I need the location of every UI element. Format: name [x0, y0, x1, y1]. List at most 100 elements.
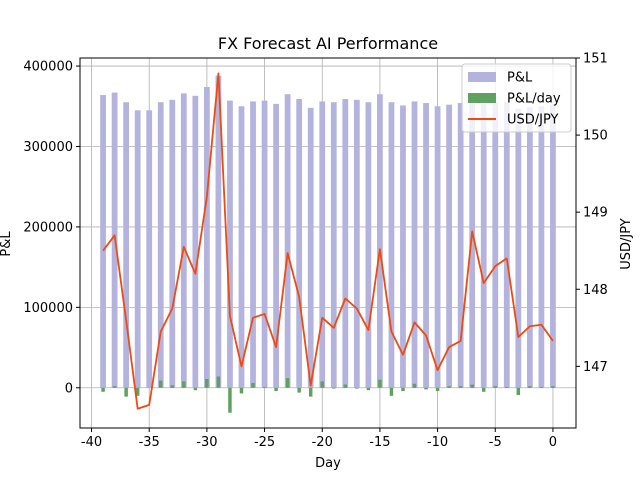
- legend: P&L P&L/day USD/JPY: [461, 63, 572, 133]
- chart-title: FX Forecast AI Performance: [218, 34, 438, 53]
- line-layer: [102, 72, 554, 410]
- pnl-bar: [480, 103, 487, 388]
- pnl-day-bar: [412, 383, 417, 388]
- pnl-bar: [492, 102, 499, 388]
- pnl-day-bar: [539, 386, 544, 388]
- pnl-bar: [550, 104, 556, 388]
- pnl-bar: [365, 102, 372, 388]
- pnl-day-bar: [193, 387, 198, 391]
- pnl-day-bar: [481, 387, 486, 392]
- pnl-bar: [100, 95, 106, 388]
- pnl-bar: [157, 102, 164, 388]
- pnl-day-bar: [228, 387, 232, 413]
- pnl-bar: [261, 100, 268, 388]
- x-tick-label: -5: [489, 435, 502, 450]
- x-tick-label: -15: [369, 435, 390, 450]
- legend-usdjpy-label: USD/JPY: [507, 113, 559, 128]
- y2-axis-label: USD/JPY: [619, 218, 634, 270]
- pnl-day-bar: [239, 387, 244, 394]
- legend-pnl-label: P&L: [507, 71, 533, 86]
- legend-pnl-day-swatch: [468, 93, 496, 103]
- y-tick-label: 200000: [23, 220, 73, 235]
- plot-frame: [79, 57, 577, 429]
- pnl-bar: [307, 107, 314, 388]
- pnl-day-bar: [447, 386, 451, 388]
- axes-layer: [79, 57, 577, 429]
- pnl-day-bar: [401, 387, 405, 391]
- pnl-day-bar: [308, 387, 313, 397]
- pnl-bar: [146, 110, 153, 388]
- pnl-day-bar: [366, 387, 371, 391]
- pnl-day-bar: [216, 376, 221, 388]
- pnl-day-bar: [505, 386, 509, 388]
- y-tick-label: 300000: [23, 140, 73, 155]
- pnl-bar: [123, 102, 130, 388]
- pnl-bar: [400, 105, 406, 388]
- pnl-day-bar: [435, 387, 440, 391]
- legend-pnl-swatch: [468, 72, 496, 82]
- pnl-day-bar: [251, 382, 255, 388]
- y2-tick-label: 150: [583, 129, 608, 144]
- pnl-day-bar: [378, 379, 382, 388]
- pnl-bar: [169, 99, 176, 388]
- y-tick-label: 100000: [23, 301, 73, 316]
- pnl-day-bar: [389, 387, 394, 396]
- pnl-bar: [134, 110, 141, 388]
- pnl-bar: [342, 99, 349, 388]
- x-axis-label: Day: [315, 456, 341, 471]
- y-tick-label: 0: [65, 381, 73, 396]
- usdjpy-line: [102, 72, 554, 410]
- pnl-bar: [353, 99, 360, 388]
- pnl-day-bar: [343, 384, 348, 388]
- pnl-bar: [538, 106, 545, 388]
- legend-pnl-day-label: P&L/day: [507, 92, 561, 107]
- ticks-layer: -40 -35 -30 -25 -20 -15 -10 -5 0 0 100000 200000 300…: [23, 52, 607, 451]
- x-tick-label: 0: [549, 435, 557, 450]
- pnl-bar: [215, 75, 222, 388]
- pnl-day-bar: [516, 387, 521, 396]
- pnl-bar: [319, 101, 326, 388]
- pnl-bar: [434, 106, 441, 388]
- y2-tick-label: 151: [583, 52, 608, 67]
- y2-tick-label: 148: [583, 283, 608, 298]
- y2-tick-label: 149: [583, 206, 608, 221]
- pnl-bar: [503, 101, 510, 388]
- pnl-day-bar: [551, 386, 555, 388]
- pnl-day-bar: [182, 381, 186, 388]
- y-tick-label: 400000: [23, 60, 73, 75]
- x-tick-label: -20: [312, 435, 333, 450]
- pnl-day-bar: [493, 386, 497, 388]
- pnl-day-bar: [528, 386, 532, 388]
- pnl-bar: [515, 108, 522, 388]
- pnl-day-bar: [205, 378, 209, 388]
- pnl-day-bar: [159, 380, 163, 388]
- x-tick-label: -10: [427, 435, 448, 450]
- pnl-bar: [457, 103, 464, 388]
- pnl-day-bar: [355, 387, 359, 389]
- pnl-bar: [296, 99, 303, 388]
- pnl-day-bar: [285, 378, 290, 388]
- pnl-bar: [469, 99, 476, 388]
- pnl-day-bar: [297, 387, 301, 393]
- pnl-day-bar: [135, 387, 140, 396]
- pnl-bar: [423, 103, 429, 388]
- x-tick-label: -25: [254, 435, 275, 450]
- pnl-day-bar: [424, 387, 428, 390]
- pnl-bar: [250, 101, 256, 388]
- pnl-day-bar: [124, 387, 128, 397]
- pnl-day-bar: [101, 387, 105, 392]
- pnl-day-bar: [458, 386, 463, 388]
- pnl-day-bar: [320, 381, 324, 388]
- pnl-day-bar: [274, 387, 278, 391]
- x-tick-label: -35: [139, 435, 160, 450]
- y2-tick-label: 147: [583, 360, 608, 375]
- pnl-bar: [180, 93, 187, 388]
- pnl-bar: [192, 95, 199, 388]
- pnl-bar: [238, 106, 245, 388]
- pnl-bar: [330, 102, 337, 388]
- pnl-day-bar: [170, 385, 175, 388]
- x-tick-label: -30: [196, 435, 217, 450]
- pnl-bar: [204, 86, 210, 388]
